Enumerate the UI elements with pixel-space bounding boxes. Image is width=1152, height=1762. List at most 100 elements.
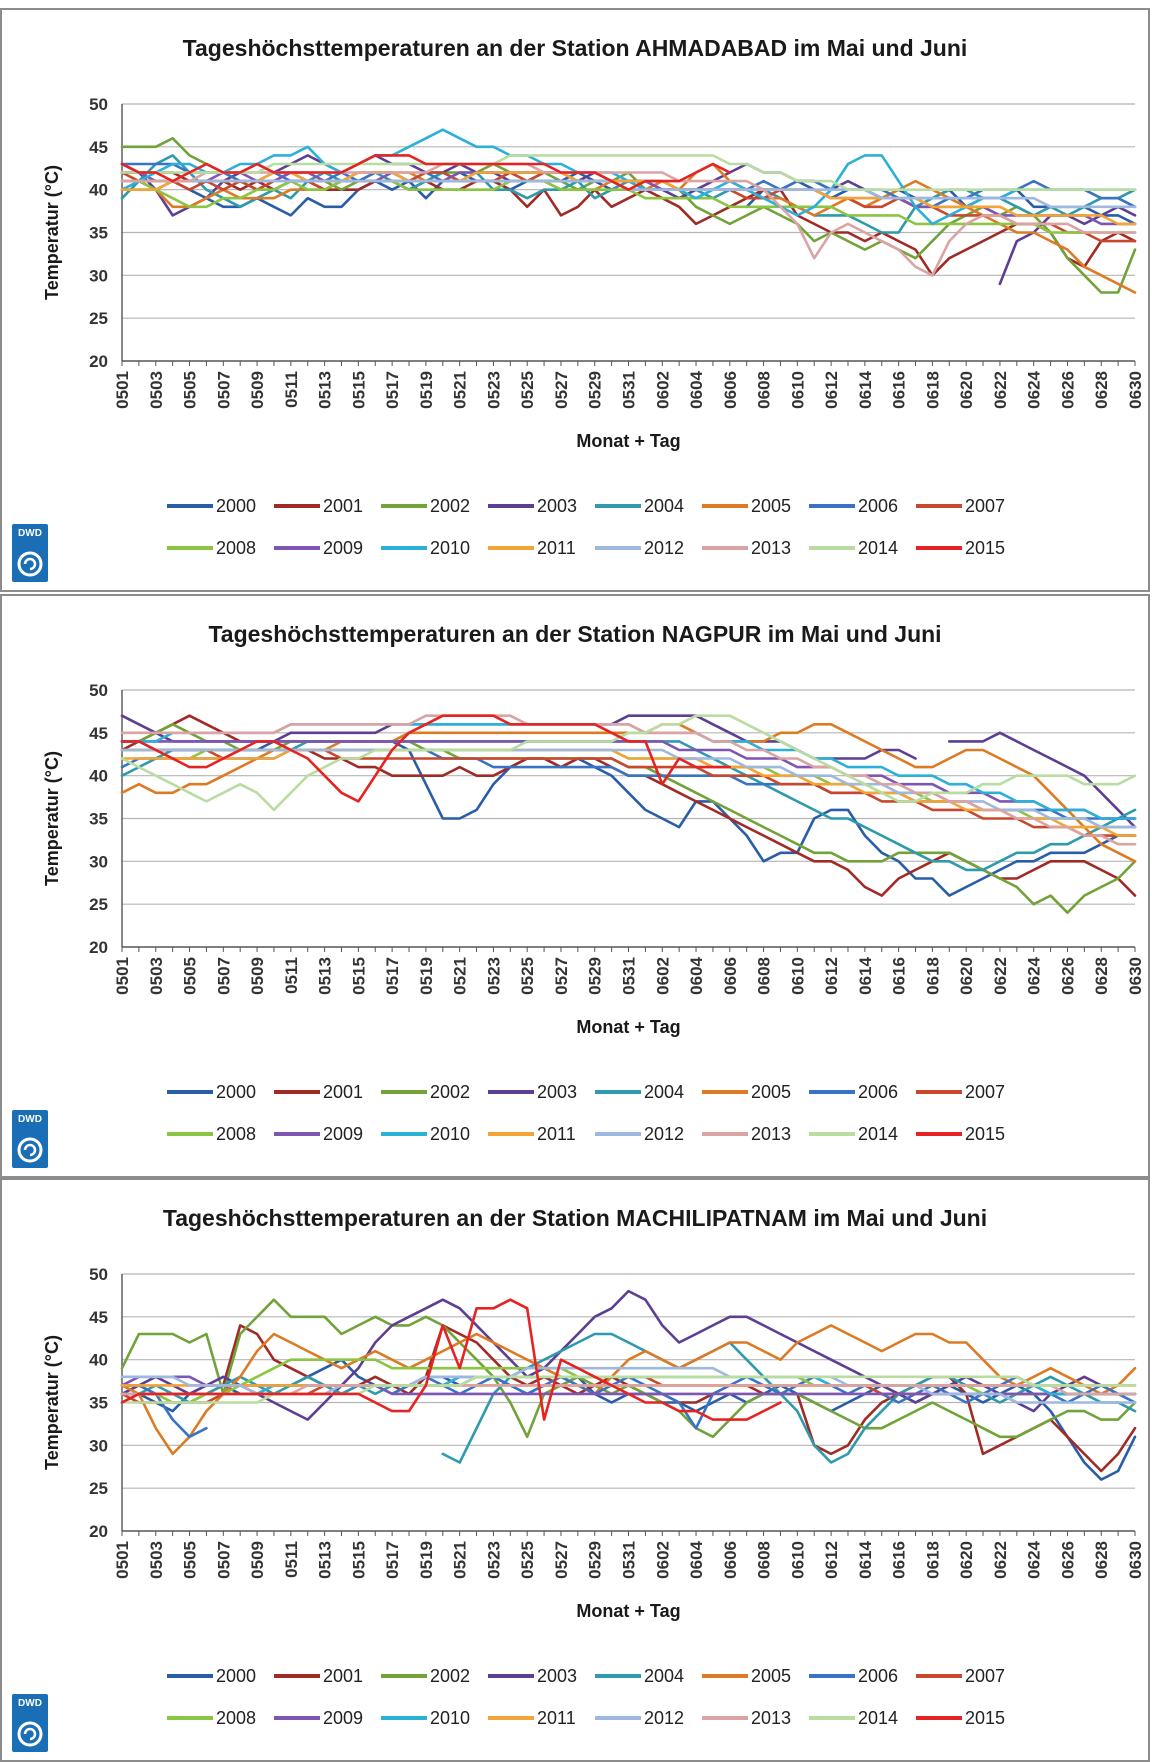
x-tick-label: 0604 [687,1540,706,1578]
legend-label: 2014 [858,538,898,558]
x-tick-label: 0630 [1126,371,1145,409]
x-tick-label: 0618 [923,371,942,409]
x-tick-label: 0606 [721,371,740,409]
dwd-logo: DWD [12,1694,48,1752]
legend-label: 2012 [644,1708,684,1728]
x-tick-label: 0602 [653,957,672,995]
x-tick-label: 0531 [620,957,639,995]
y-tick-label: 25 [89,309,108,328]
x-tick-label: 0612 [822,1541,841,1579]
chart-title: Tageshöchsttemperaturen an der Station M… [163,1205,987,1231]
x-tick-label: 0614 [856,370,875,408]
series-line-2006 [120,162,1137,209]
x-tick-label: 0602 [653,1541,672,1579]
legend-label: 2012 [644,538,684,558]
x-tick-label: 0622 [991,1541,1010,1579]
legend-label: 2001 [323,1666,363,1686]
legend-label: 2003 [537,1666,577,1686]
x-tick-label: 0614 [856,1540,875,1578]
x-tick-label: 0509 [248,957,267,995]
series-line-2003 [120,1289,1137,1421]
chart-panel-1: Tageshöchsttemperaturen an der Station A… [0,8,1150,592]
x-tick-label: 0628 [1092,371,1111,409]
legend-label: 2015 [965,538,1005,558]
y-tick-label: 30 [89,1436,108,1455]
y-tick-label: 45 [89,138,108,157]
series-line-2003 [120,154,1137,286]
x-tick-label: 0614 [856,956,875,994]
legend-label: 2013 [751,1124,791,1144]
x-tick-label: 0612 [822,957,841,995]
legend-label: 2000 [216,1666,256,1686]
x-tick-label: 0529 [586,1541,605,1579]
legend-label: 2011 [537,538,576,558]
series-line-2008 [120,748,1137,829]
x-tick-label: 0624 [1025,370,1044,408]
legend-label: 2003 [537,1082,577,1102]
x-tick-label: 0606 [721,957,740,995]
legend-label: 2009 [323,1708,363,1728]
x-tick-label: 0531 [620,1541,639,1579]
x-tick-label: 0505 [181,371,200,409]
y-axis-label: Temperatur (°C) [42,165,62,300]
y-tick-label: 45 [89,1308,108,1327]
x-tick-label: 0624 [1025,1540,1044,1578]
legend-label: 2015 [965,1708,1005,1728]
x-tick-label: 0501 [113,1541,132,1579]
legend-label: 2005 [751,1666,791,1686]
legend-label: 2014 [858,1124,898,1144]
x-tick-label: 0503 [147,1541,166,1579]
chart-panel-3: Tageshöchsttemperaturen an der Station M… [0,1178,1150,1762]
legend-label: 2010 [430,538,470,558]
chart-title: Tageshöchsttemperaturen an der Station A… [183,35,968,61]
x-tick-label: 0610 [788,1541,807,1579]
x-tick-label: 0505 [181,957,200,995]
x-tick-label: 0519 [417,957,436,995]
legend-label: 2003 [537,496,577,516]
legend-label: 2010 [430,1708,470,1728]
legend-label: 2001 [323,496,363,516]
chart-svg: Tageshöchsttemperaturen an der Station M… [12,1205,1145,1752]
y-tick-label: 45 [89,724,108,743]
x-tick-label: 0509 [248,1541,267,1579]
legend-label: 2006 [858,1666,898,1686]
x-tick-label: 0616 [890,1541,909,1579]
x-tick-label: 0624 [1025,956,1044,994]
x-tick-label: 0507 [214,957,233,995]
y-tick-label: 50 [89,681,108,700]
x-tick-label: 0612 [822,371,841,409]
x-tick-label: 0527 [552,1541,571,1579]
x-tick-label: 0608 [755,957,774,995]
x-tick-label: 0521 [451,371,470,409]
y-tick-label: 40 [89,767,108,786]
x-tick-label: 0529 [586,371,605,409]
x-tick-label: 0620 [957,1541,976,1579]
legend-label: 2007 [965,1666,1005,1686]
legend-label: 2004 [644,1082,684,1102]
y-tick-label: 40 [89,1351,108,1370]
svg-text:DWD: DWD [18,1114,42,1125]
y-tick-label: 20 [89,1522,108,1541]
x-tick-label: 0618 [923,957,942,995]
chart-title: Tageshöchsttemperaturen an der Station N… [208,621,941,647]
chart-svg: Tageshöchsttemperaturen an der Station A… [12,35,1145,582]
series-line-2015 [120,154,732,191]
x-tick-label: 0523 [484,957,503,995]
x-tick-label: 0501 [113,371,132,409]
series-line-2001 [120,1324,1137,1473]
y-tick-label: 50 [89,1265,108,1284]
legend-label: 2015 [965,1124,1005,1144]
series-line-2014 [120,714,1137,812]
series-line-2012 [120,748,1137,829]
chart-svg: Tageshöchsttemperaturen an der Station N… [12,621,1145,1168]
legend-label: 2008 [216,538,256,558]
legend-label: 2010 [430,1124,470,1144]
x-tick-label: 0527 [552,957,571,995]
series-line-2012 [120,179,1137,209]
series-line-2010 [120,128,1137,226]
x-tick-label: 0620 [957,957,976,995]
series-line-2007 [120,1375,1137,1404]
x-tick-label: 0628 [1092,957,1111,995]
x-tick-label: 0630 [1126,957,1145,995]
